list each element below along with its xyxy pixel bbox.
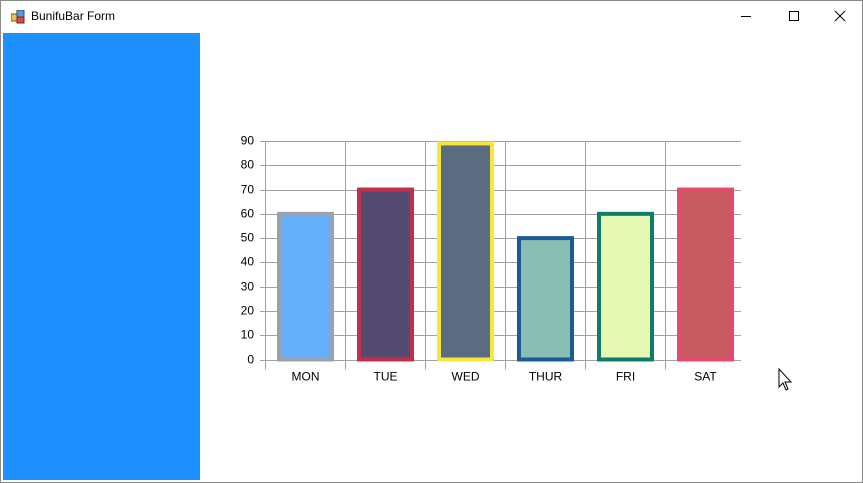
y-tick-label: 20	[241, 304, 255, 318]
y-tick-label: 0	[247, 353, 254, 367]
bar	[597, 211, 654, 362]
y-tick-label: 80	[241, 158, 255, 172]
bar	[277, 211, 334, 362]
y-tick-label: 90	[241, 134, 255, 148]
y-tick-label: 40	[241, 255, 255, 269]
bar	[517, 236, 574, 362]
x-tick-label: TUE	[374, 370, 398, 384]
window-controls[interactable]	[731, 1, 862, 32]
close-button[interactable]	[834, 10, 846, 22]
bar	[357, 187, 414, 362]
mouse-cursor	[778, 367, 793, 391]
y-tick-label: 70	[241, 183, 255, 197]
app-icon	[11, 10, 25, 24]
y-tick-label: 50	[241, 231, 255, 245]
y-tick-label: 30	[241, 280, 255, 294]
side-panel	[3, 33, 200, 480]
x-tick-label: SAT	[694, 370, 717, 384]
bar	[677, 187, 734, 362]
maximize-button[interactable]	[789, 11, 799, 21]
window-title: BunifuBar Form	[31, 9, 116, 23]
y-tick-label: 60	[241, 207, 255, 221]
x-tick-label: FRI	[616, 370, 635, 384]
x-tick-label: WED	[452, 370, 480, 384]
x-tick-label: MON	[292, 370, 320, 384]
y-tick-label: 10	[241, 328, 255, 342]
bar	[437, 141, 494, 362]
x-tick-label: THUR	[529, 370, 563, 384]
